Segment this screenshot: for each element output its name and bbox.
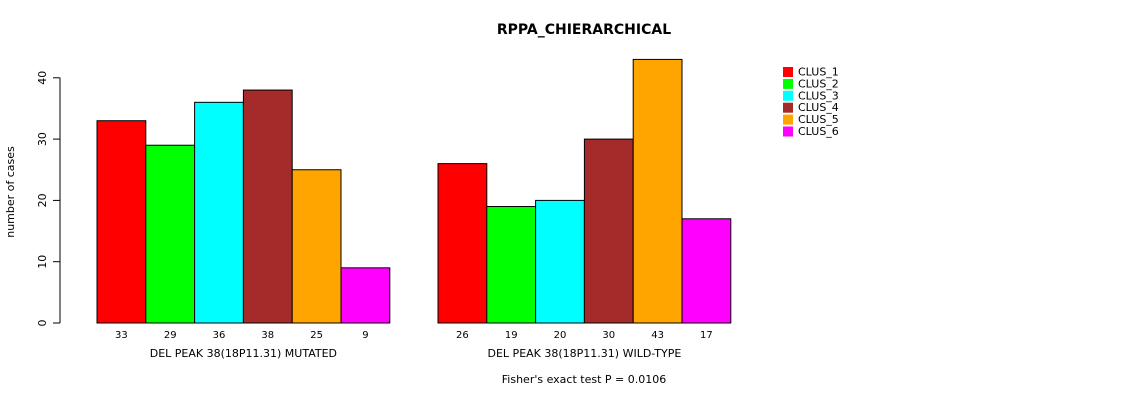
legend-swatch — [783, 78, 793, 89]
bar-clus-6 — [340, 267, 391, 324]
y-axis: 0 10 20 30 40 — [36, 71, 61, 327]
bar-count-label: 33 — [115, 330, 128, 341]
count-labels: 33 29 36 38 25 9 26 19 20 30 43 17 — [115, 330, 713, 341]
bar-clus-1 — [437, 163, 488, 324]
legend-swatch — [783, 90, 793, 101]
legend-label: CLUS_3 — [798, 89, 839, 102]
y-tick-label: 20 — [36, 193, 49, 207]
y-tick-label: 10 — [36, 255, 49, 269]
y-tick-label: 0 — [36, 320, 49, 327]
legend-swatch — [783, 126, 793, 137]
bar-clus-5 — [632, 58, 683, 324]
bar-count-label: 30 — [602, 330, 615, 341]
group-labels: DEL PEAK 38(18P11.31) MUTATED DEL PEAK 38… — [150, 347, 682, 360]
bar-clus-4 — [583, 138, 634, 324]
bar-count-label: 9 — [362, 330, 368, 341]
group-label: DEL PEAK 38(18P11.31) WILD-TYPE — [488, 347, 682, 360]
bar-count-label: 26 — [456, 330, 469, 341]
y-tick-label: 30 — [36, 132, 49, 146]
fisher-test-footnote: Fisher's exact test P = 0.0106 — [502, 373, 666, 386]
bar-clus-1 — [96, 120, 147, 324]
bar-clus-6 — [681, 218, 732, 324]
group-label: DEL PEAK 38(18P11.31) MUTATED — [150, 347, 337, 360]
bar-clus-3 — [194, 101, 244, 324]
legend-label: CLUS_4 — [798, 101, 839, 114]
bar-clus-2 — [145, 144, 196, 324]
legend-swatch — [783, 114, 793, 125]
legend-label: CLUS_5 — [798, 113, 839, 126]
bar-clus-4 — [242, 89, 293, 324]
bar-count-label: 29 — [164, 330, 177, 341]
bar-count-label: 25 — [310, 330, 323, 341]
legend-swatch — [783, 67, 793, 77]
bar-count-label: 43 — [651, 330, 664, 341]
bar-count-label: 17 — [700, 330, 713, 341]
bar-clus-5 — [291, 169, 342, 324]
bar-count-label: 19 — [505, 330, 518, 341]
legend-label: CLUS_2 — [798, 77, 839, 90]
bar-count-label: 20 — [554, 330, 567, 341]
y-tick-label: 40 — [36, 71, 49, 85]
bars — [96, 58, 732, 324]
bar-count-label: 36 — [213, 330, 226, 341]
bar-clus-2 — [486, 206, 537, 324]
bar-clus-3 — [535, 199, 585, 324]
legend-label: CLUS_1 — [798, 66, 839, 79]
bar-count-label: 38 — [261, 330, 274, 341]
legend-swatch — [783, 102, 793, 113]
legend-label: CLUS_6 — [798, 125, 839, 138]
y-axis-label: number of cases — [4, 146, 17, 238]
chart-title: RPPA_CHIERARCHICAL — [497, 22, 671, 38]
